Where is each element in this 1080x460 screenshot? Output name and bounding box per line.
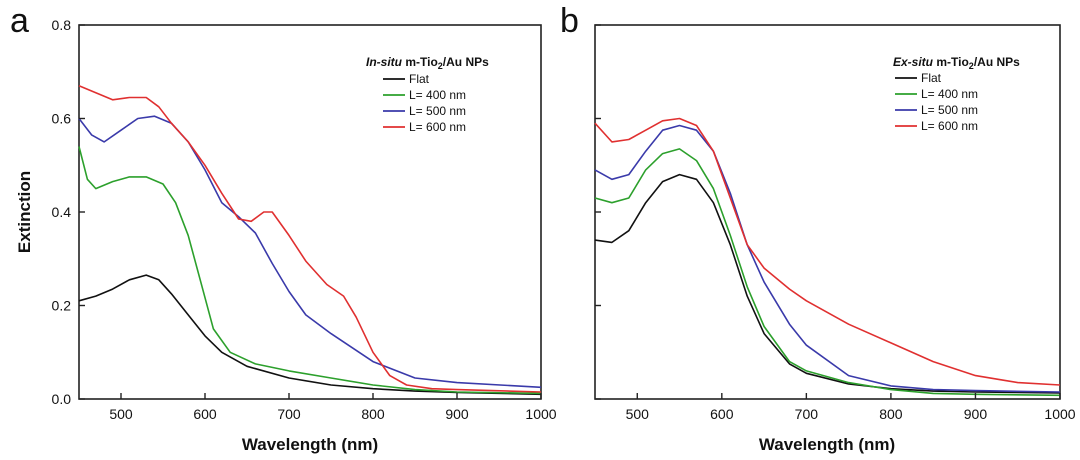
panel-b: b 500 600 700 800 900 1000 Wavelength (nm) Ex… [560,2,1076,454]
panel-b-xtick-label-5: 1000 [1044,406,1075,422]
panel-b-legend-title-sub: 2 [969,61,974,71]
panel-b-series-line-3 [594,117,1061,386]
panel-a-legend-title-italic: In-situ [366,55,403,69]
panel-a-ylabel: Extinction [15,171,34,253]
panel-b-legend-title: Ex-situ m-Tio2/Au NPs [893,55,1020,71]
panel-b-series-line-0 [594,173,1061,394]
panel-a-ytick-label-2: 0.4 [52,204,72,220]
panel-a-legend-title-main: m-Tio [402,55,438,69]
panel-b-series-line-1 [594,148,1061,397]
panel-b-legend-title-tail: /Au NPs [974,55,1020,69]
panel-b-series [594,117,1061,397]
panel-a-frame [78,24,542,400]
panel-b-legend-label-0: Flat [921,71,942,85]
panel-a-letter: a [10,2,29,40]
panel-a-xtick-label-4: 900 [445,406,469,422]
panel-b-letter: b [560,2,579,40]
panel-b-frame [594,24,1061,400]
panel-b-legend-title-italic: Ex-situ [893,55,934,69]
panel-a-legend-label-0: Flat [409,72,430,86]
panel-b-xtick-label-0: 500 [626,406,650,422]
panel-a-xtick-label-3: 800 [361,406,385,422]
panel-b-legend-label-3: L= 600 nm [921,119,978,133]
panel-a-legend-label-1: L= 400 nm [409,88,466,102]
panel-a-legend: In-situ m-Tio2/Au NPs Flat L= 400 nm L= 50… [366,55,489,134]
panel-a-ytick-label-0: 0.0 [52,391,72,407]
panel-b-ticks: 500 600 700 800 900 1000 [595,24,1076,422]
panel-a-xtick-label-2: 700 [277,406,301,422]
panel-b-legend-label-2: L= 500 nm [921,103,978,117]
panel-a-series-line-0 [78,274,542,396]
panel-a-xlabel: Wavelength (nm) [242,435,378,454]
panel-a-ytick-label-3: 0.6 [52,111,72,127]
panel-a-series-line-3 [78,85,542,393]
panel-a-series [78,85,542,396]
panel-b-legend-title-main: m-Tio [933,55,969,69]
panel-a-legend-title-sub: 2 [438,61,443,71]
panel-a-ytick-label-1: 0.2 [52,298,72,314]
panel-a-legend-title: In-situ m-Tio2/Au NPs [366,55,489,71]
panel-b-series-line-2 [594,124,1061,393]
panel-a-series-line-2 [78,115,542,389]
panel-b-xtick-label-2: 700 [795,406,819,422]
panel-a-xtick-label-1: 600 [193,406,217,422]
panel-b-xtick-label-1: 600 [710,406,734,422]
panel-a-ticks: 500 600 700 800 900 1000 0.0 0.2 0.4 0.6 0.8 [52,17,557,422]
panel-a-ytick-label-4: 0.8 [52,17,72,33]
panel-a-series-line-1 [78,146,542,395]
panel-a-legend-title-tail: /Au NPs [443,55,489,69]
panel-b-plot: 500 600 700 800 900 1000 [594,24,1076,422]
panel-b-xlabel: Wavelength (nm) [759,435,895,454]
panel-a: a 500 600 700 800 900 1000 0.0 0.2 0.4 0.6 0.8 Wav… [10,2,557,454]
panel-b-legend-label-1: L= 400 nm [921,87,978,101]
panel-b-xtick-label-4: 900 [964,406,988,422]
panel-a-legend-label-2: L= 500 nm [409,104,466,118]
panel-a-legend-label-3: L= 600 nm [409,120,466,134]
panel-a-xtick-label-5: 1000 [525,406,556,422]
panel-b-xtick-label-3: 800 [879,406,903,422]
panel-a-xtick-label-0: 500 [109,406,133,422]
panel-b-legend: Ex-situ m-Tio2/Au NPs Flat L= 400 nm L= 50… [893,55,1020,133]
panel-a-plot: 500 600 700 800 900 1000 0.0 0.2 0.4 0.6 0.8 [52,17,557,422]
